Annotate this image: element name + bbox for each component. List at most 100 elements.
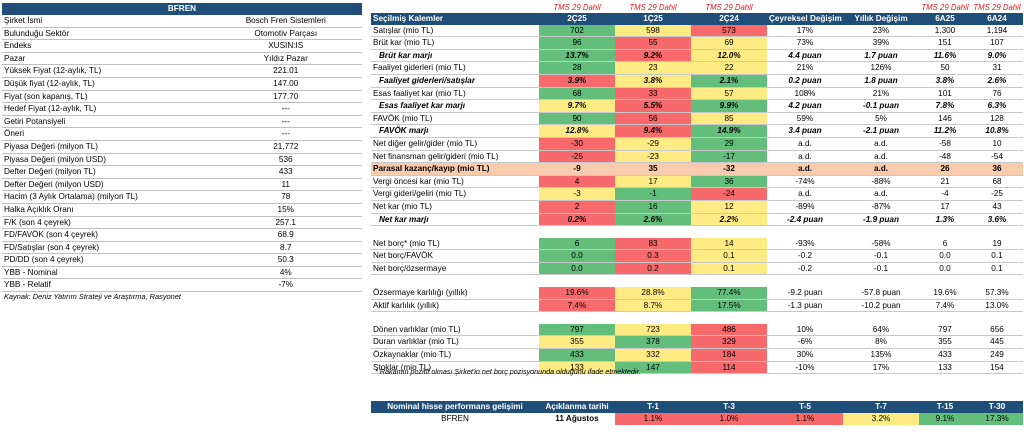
row-label: Esas faaliyet kar (mio TL) <box>371 87 539 101</box>
row-value: 17.5% <box>691 299 767 313</box>
row-value: 0.0 <box>539 249 615 263</box>
row-value: 3.8% <box>919 74 971 88</box>
financials-table: TMS 29 Dahil TMS 29 Dahil TMS 29 Dahil TMS … <box>371 3 1023 375</box>
row-value: 30% <box>767 348 843 362</box>
row-value: 1.3% <box>919 213 971 227</box>
info-value: 50.3 <box>209 253 362 267</box>
row-value: -23 <box>615 150 691 164</box>
row-value: 39% <box>843 36 919 50</box>
info-label: PD/DD (son 4 çeyrek) <box>2 253 210 267</box>
row-value: 9.0% <box>971 49 1023 63</box>
info-row: Hacim (3 Aylık Ortalama) (milyon TL) 78 <box>2 190 362 204</box>
row-value: 36 <box>971 162 1023 176</box>
row-label: Dönen varlıklar (mio TL) <box>371 323 539 337</box>
row-value: 17% <box>767 24 843 38</box>
column-header: 6A24 <box>971 13 1023 25</box>
info-label: Pazar <box>2 52 210 66</box>
financial-row: Net borç/özsermaye 0.0 0.2 0.1 -0.2 -0.1 0.0 0.… <box>371 262 1023 276</box>
info-row: Defter Değeri (milyon TL) 433 <box>2 165 362 179</box>
row-value: 16 <box>615 200 691 214</box>
info-label: YBB - Relatif <box>2 278 210 293</box>
row-value: -25 <box>539 150 615 164</box>
row-value: -10% <box>767 361 843 375</box>
info-value: 11 <box>209 178 362 192</box>
financial-row: Brüt kar (mio TL) 96 55 69 73% 39% 151 107 <box>371 36 1023 50</box>
row-value: 3.9% <box>539 74 615 88</box>
row-value: 573 <box>691 24 767 38</box>
row-value: 133 <box>919 361 971 375</box>
row-value: 7.8% <box>919 99 971 113</box>
row-value: 85 <box>691 112 767 126</box>
info-label: Getiri Potansiyeli <box>2 115 210 129</box>
row-value: 3.6% <box>971 213 1023 227</box>
row-value: 21 <box>919 175 971 189</box>
tms-note: TMS 29 Dahil <box>973 3 1021 12</box>
row-value: 355 <box>919 335 971 350</box>
row-value: -10.2 puan <box>843 299 919 313</box>
info-row: Şirket İsmi Bosch Fren Sistemleri <box>2 15 362 28</box>
row-label: Esas faaliyet kar marjı <box>371 99 539 113</box>
row-value: 9.9% <box>691 99 767 113</box>
row-label: FAVÖK (mio TL) <box>371 112 539 126</box>
row-value: 0.3 <box>615 249 691 263</box>
row-value: 135% <box>843 348 919 362</box>
info-value: --- <box>209 127 362 141</box>
column-header: 2Ç24 <box>691 13 767 25</box>
row-value: -4 <box>919 187 971 201</box>
column-header: 1Ç25 <box>615 13 691 25</box>
row-value: 11.2% <box>919 124 971 138</box>
row-value: 702 <box>539 24 615 38</box>
info-row: Endeks XUSIN:IS <box>2 39 362 53</box>
performance-value: 1.0% <box>691 413 767 425</box>
row-value: -74% <box>767 175 843 189</box>
info-value: 68.9 <box>209 228 362 242</box>
financial-row: Brüt kar marjı 13.7% 9.2% 12.0% 4.4 puan 1.7 … <box>371 49 1023 63</box>
performance-value: 3.2% <box>843 413 919 425</box>
row-value: a.d. <box>767 162 843 176</box>
row-value: -32 <box>691 162 767 176</box>
row-value: 3.8% <box>615 74 691 88</box>
row-label: Duran varlıklar (mio TL) <box>371 335 539 350</box>
performance-value: 11 Ağustos <box>555 414 599 423</box>
row-value: 486 <box>691 323 767 337</box>
info-label: FD/Satışlar (son 4 çeyrek) <box>2 241 210 255</box>
row-label: Özkaynaklar (mio TL) <box>371 348 539 362</box>
row-value: 12.0% <box>691 49 767 63</box>
financial-row: Faaliyet giderleri (mio TL) 28 23 22 21% 126%… <box>371 61 1023 75</box>
financial-row: Vergi öncesi kar (mio TL) 4 17 36 -74% -88% 21… <box>371 175 1023 189</box>
row-value: 36 <box>691 175 767 189</box>
row-value: 17 <box>615 175 691 189</box>
row-value: 10.8% <box>971 124 1023 138</box>
row-value: 329 <box>691 335 767 350</box>
row-value: 6 <box>919 237 971 251</box>
row-value: 0.2 puan <box>767 74 843 88</box>
financial-row: Özsermaye karlılığı (yıllık) 19.6% 28.8% 77… <box>371 287 1023 300</box>
row-value: 0.2 <box>615 262 691 276</box>
row-value: 50 <box>919 61 971 75</box>
row-value: 9.4% <box>615 124 691 138</box>
info-row: Hedef Fiyat (12-aylık, TL) --- <box>2 102 362 116</box>
row-value: 1,300 <box>919 24 971 38</box>
row-label: Faaliyet giderleri/satışlar <box>371 74 539 88</box>
row-value: 14.9% <box>691 124 767 138</box>
row-value: 2.1% <box>691 74 767 88</box>
performance-header: T-15 <box>919 401 971 413</box>
source-note: Kaynak: Deniz Yatırım Strateji ve Araştı… <box>4 292 181 301</box>
info-label: Halka Açıklık Oranı <box>2 203 210 217</box>
row-value: a.d. <box>767 187 843 201</box>
column-header: 2Ç25 <box>539 13 615 25</box>
info-label: Yüksek Fiyat (12-aylık, TL) <box>2 64 210 78</box>
financial-row: Esas faaliyet kar (mio TL) 68 33 57 108% 21% 1… <box>371 87 1023 101</box>
info-row: Pazar Yıldız Pazar <box>2 52 362 66</box>
row-value: 154 <box>971 361 1023 375</box>
row-value: a.d. <box>767 137 843 151</box>
info-label: YBB - Nominal <box>2 266 210 280</box>
row-value: 19 <box>971 237 1023 251</box>
info-row: Piyasa Değeri (milyon USD) 536 <box>2 153 362 167</box>
financial-row: Vergi gideri/geliri (mio TL) -3 -1 -24 a.d. a… <box>371 187 1023 201</box>
row-value: 28.8% <box>615 287 691 300</box>
performance-header: Nominal hisse performans gelişimi <box>371 401 539 413</box>
row-value: 57 <box>691 87 767 101</box>
row-value: 2.6% <box>971 74 1023 88</box>
performance-header-row: Nominal hisse performans gelişimi Açıklan… <box>371 401 1023 413</box>
